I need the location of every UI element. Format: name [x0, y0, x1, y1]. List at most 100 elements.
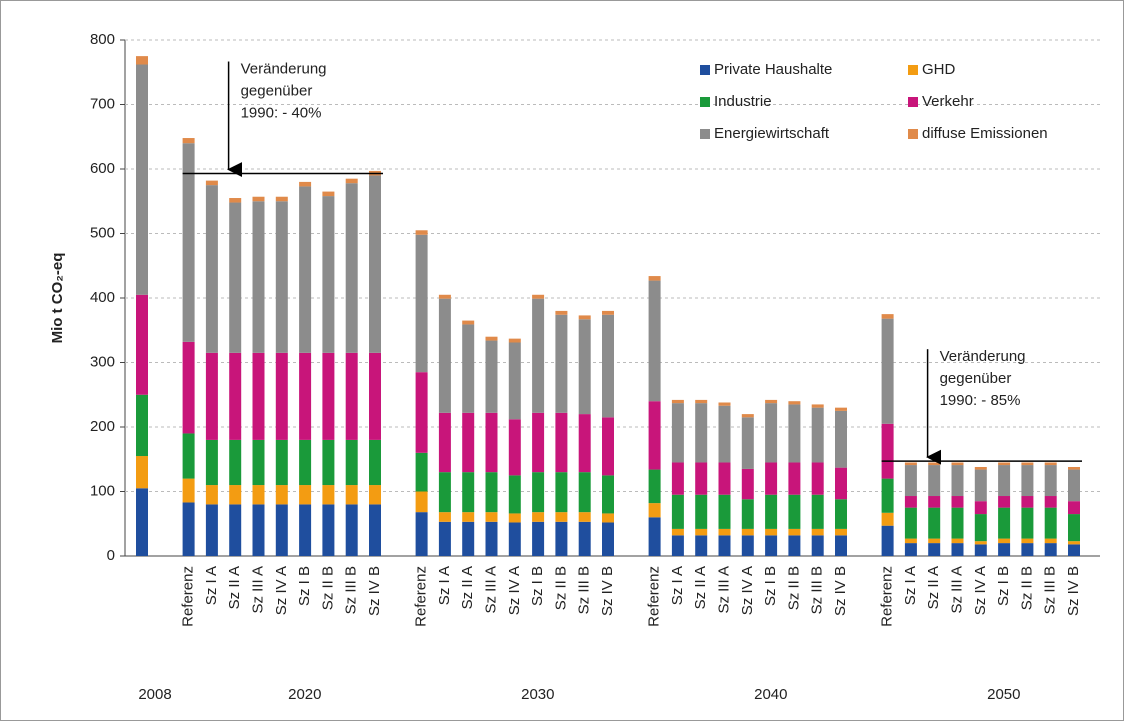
bar-segment — [648, 401, 661, 470]
bar-segment — [532, 294, 545, 299]
y-tick-label: 0 — [107, 547, 115, 564]
bar-segment — [741, 468, 754, 500]
bar-segment — [671, 403, 684, 463]
bar-segment — [648, 469, 661, 504]
group-label: 2040 — [754, 686, 787, 703]
bar-segment — [205, 439, 218, 486]
bar-segment — [648, 503, 661, 518]
bar-segment — [998, 465, 1011, 497]
bar-segment — [555, 412, 568, 473]
bar-segment — [275, 196, 288, 202]
bar-segment — [788, 401, 801, 405]
x-tick-label: Sz I B — [529, 566, 546, 606]
bar-segment — [205, 504, 218, 556]
bar-segment — [1021, 543, 1034, 556]
bar-segment — [532, 298, 545, 413]
bar-segment — [438, 298, 451, 413]
bar-segment — [928, 462, 941, 466]
group-label: 2008 — [138, 686, 171, 703]
bar-segment — [718, 462, 731, 495]
legend-swatch — [908, 97, 918, 107]
bar-segment — [578, 315, 591, 320]
x-tick-label: Sz II A — [226, 566, 243, 609]
y-tick-label: 400 — [90, 289, 115, 306]
legend-label: Verkehr — [922, 93, 974, 110]
x-tick-label: Referenz — [413, 566, 430, 627]
bar-segment — [299, 186, 312, 353]
bar-segment — [275, 201, 288, 353]
bar-segment — [974, 501, 987, 515]
bar-segment — [322, 485, 335, 505]
bar-segment — [718, 405, 731, 463]
x-tick-label: Sz I A — [436, 566, 453, 605]
bar-segment — [345, 504, 358, 556]
bar-segment — [904, 496, 917, 508]
x-tick-label: Sz IV A — [273, 566, 290, 615]
bar-segment — [415, 452, 428, 492]
bar-segment — [974, 541, 987, 545]
bar-segment — [695, 462, 708, 495]
y-axis-label: Mio t CO₂-eq — [49, 253, 66, 344]
legend-swatch — [908, 129, 918, 139]
group-label: 2030 — [521, 686, 554, 703]
bar-segment — [229, 485, 242, 505]
bar-segment — [532, 512, 545, 522]
bar-segment — [415, 230, 428, 235]
bar-segment — [438, 294, 451, 299]
bar-segment — [1044, 543, 1057, 556]
bar-segment — [811, 528, 824, 536]
bar-segment — [508, 475, 521, 514]
bar-segment — [1044, 507, 1057, 539]
legend-label: Energiewirtschaft — [714, 125, 830, 142]
bar-segment — [508, 338, 521, 343]
bar-segment — [1021, 507, 1034, 539]
bar-segment — [182, 433, 195, 479]
x-tick-label: Sz IV B — [366, 566, 383, 616]
bar-segment — [1021, 462, 1034, 466]
group-label: 2050 — [987, 686, 1020, 703]
bar-segment — [695, 403, 708, 463]
bar-segment — [835, 407, 847, 411]
bar-segment — [578, 414, 591, 473]
bar-segment — [275, 504, 288, 556]
legend-swatch — [908, 65, 918, 75]
x-tick-label: Sz IV A — [739, 566, 756, 615]
bar-segment — [765, 403, 778, 463]
bar-segment — [881, 478, 894, 513]
bar-segment — [229, 504, 242, 556]
bar-segment — [718, 528, 731, 536]
bar-segment — [974, 466, 987, 470]
bar-segment — [695, 399, 708, 404]
bar-segment — [602, 513, 614, 523]
bar-segment — [345, 352, 358, 440]
bar-segment — [555, 310, 568, 315]
bar-segment — [369, 485, 381, 505]
bar-segment — [252, 201, 265, 353]
bar-segment — [578, 319, 591, 415]
x-tick-label: Sz III A — [715, 566, 732, 614]
bar-segment — [555, 472, 568, 513]
bar-segment — [345, 439, 358, 486]
group-label: 2020 — [288, 686, 321, 703]
bar-segment — [182, 143, 195, 342]
bar-segment — [1021, 465, 1034, 497]
bar-segment — [951, 538, 964, 544]
bar-segment — [462, 320, 475, 325]
legend-label: GHD — [922, 61, 956, 78]
x-tick-label: Sz III A — [948, 566, 965, 614]
bar-segment — [671, 528, 684, 536]
bar-segment — [136, 64, 148, 295]
bar-segment — [205, 185, 218, 353]
bar-segment — [322, 191, 335, 197]
bar-segment — [252, 196, 265, 202]
bar-segment — [345, 183, 358, 353]
x-tick-label: Sz IV A — [972, 566, 989, 615]
bar-segment — [1044, 462, 1057, 466]
bar-segment — [904, 465, 917, 497]
bar-segment — [648, 280, 661, 402]
bar-segment — [369, 439, 381, 486]
x-tick-label: Sz II A — [459, 566, 476, 609]
bar-segment — [136, 488, 148, 556]
bar-segment — [555, 314, 568, 413]
bar-segment — [485, 472, 498, 513]
